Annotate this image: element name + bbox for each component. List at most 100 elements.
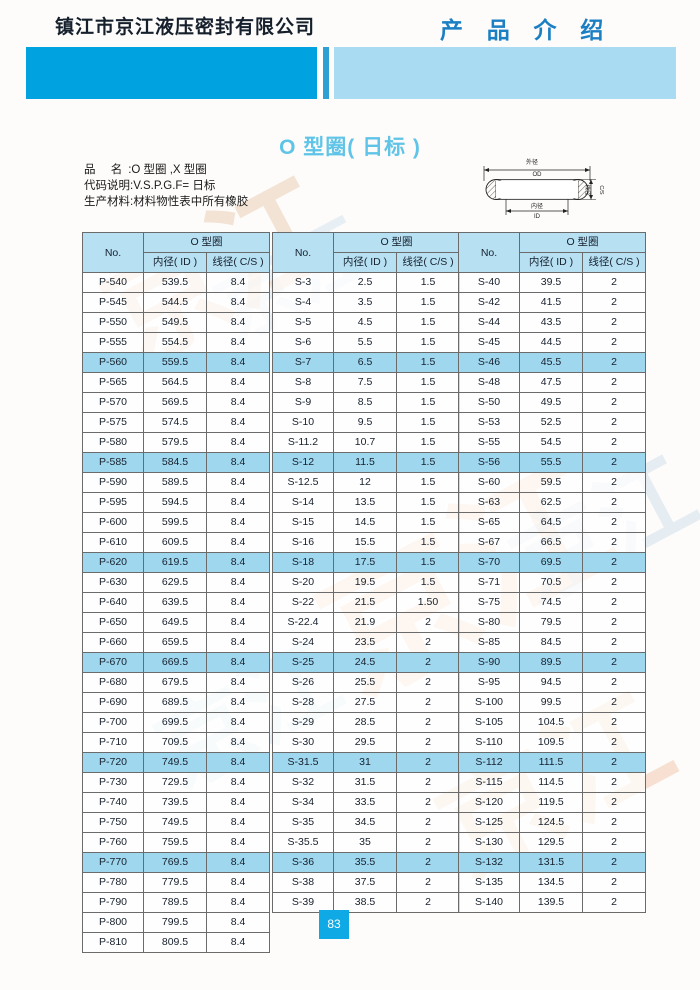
cell-cs: 8.4 [206,812,270,833]
cell-no: P-740 [82,792,144,813]
cell-id: 589.5 [143,472,207,493]
cell-no: P-810 [82,932,144,953]
cell-id: 609.5 [143,532,207,553]
cell-id: 31.5 [333,772,397,793]
table-row: S-10 9.5 1.5 [272,412,460,433]
table-head: No. O 型圈 内径( ID ) 线径( C/S ) [458,232,646,273]
cell-no: S-132 [458,852,520,873]
spec-row: 品 名:O 型圈 ,X 型圈 [84,162,248,178]
col-header-id: 内径( ID ) [519,252,583,273]
table-row: S-11.2 10.7 1.5 [272,432,460,453]
table-row: P-760 759.5 8.4 [82,832,270,853]
cell-cs: 2 [396,892,460,913]
cell-cs: 8.4 [206,912,270,933]
cell-id: 669.5 [143,652,207,673]
cell-id: 119.5 [519,792,583,813]
cell-no: P-600 [82,512,144,533]
cell-no: S-53 [458,412,520,433]
diagram-id-cn-label: 内径 [531,202,543,210]
table-row: P-620 619.5 8.4 [82,552,270,573]
cell-no: S-22.4 [272,612,334,633]
table-row: P-600 599.5 8.4 [82,512,270,533]
cell-no: S-115 [458,772,520,793]
table-row: S-9 8.5 1.5 [272,392,460,413]
cell-cs: 2 [396,692,460,713]
cell-id: 35.5 [333,852,397,873]
table-row: S-135 134.5 2 [458,872,646,893]
cell-id: 9.5 [333,412,397,433]
cell-id: 104.5 [519,712,583,733]
cell-id: 27.5 [333,692,397,713]
cell-cs: 8.4 [206,712,270,733]
table-row: S-14 13.5 1.5 [272,492,460,513]
cell-cs: 8.4 [206,732,270,753]
table-row: S-36 35.5 2 [272,852,460,873]
cell-cs: 2 [582,272,646,293]
cell-id: 4.5 [333,312,397,333]
cell-id: 14.5 [333,512,397,533]
cell-cs: 1.5 [396,332,460,353]
cell-cs: 1.5 [396,312,460,333]
cell-no: P-555 [82,332,144,353]
cell-no: S-50 [458,392,520,413]
cell-cs: 2 [582,752,646,773]
cell-no: S-110 [458,732,520,753]
table-row: P-670 669.5 8.4 [82,652,270,673]
cell-cs: 8.4 [206,692,270,713]
cell-no: S-10 [272,412,334,433]
table-row: S-38 37.5 2 [272,872,460,893]
cell-cs: 2 [396,872,460,893]
cell-no: P-585 [82,452,144,473]
cell-cs: 1.5 [396,552,460,573]
table-row: S-35 34.5 2 [272,812,460,833]
cell-cs: 1.5 [396,372,460,393]
cell-cs: 8.4 [206,432,270,453]
cell-id: 55.5 [519,452,583,473]
table-row: S-16 15.5 1.5 [272,532,460,553]
cell-cs: 8.4 [206,332,270,353]
oring-diagram-svg: 外径 OD 线径 C/S 内径 ID [483,158,604,220]
cell-id: 11.5 [333,452,397,473]
cell-no: S-125 [458,812,520,833]
table-row: S-110 109.5 2 [458,732,646,753]
cell-id: 31 [333,752,397,773]
cell-cs: 2 [582,432,646,453]
table-row: S-105 104.5 2 [458,712,646,733]
table-row: P-800 799.5 8.4 [82,912,270,933]
col-header-id: 内径( ID ) [143,252,207,273]
cell-cs: 8.4 [206,632,270,653]
table-row: S-56 55.5 2 [458,452,646,473]
table-row: P-810 809.5 8.4 [82,932,270,953]
cell-id: 29.5 [333,732,397,753]
cell-cs: 2 [396,732,460,753]
cell-no: P-770 [82,852,144,873]
cell-no: P-660 [82,632,144,653]
table-head-row-1: No. O 型圈 [272,232,460,273]
table-row: S-48 47.5 2 [458,372,646,393]
cell-id: 689.5 [143,692,207,713]
cell-no: P-780 [82,872,144,893]
cell-cs: 2 [582,832,646,853]
cell-id: 554.5 [143,332,207,353]
cell-no: S-55 [458,432,520,453]
cell-no: S-9 [272,392,334,413]
col-header-cs: 线径( C/S ) [206,252,270,273]
cell-id: 25.5 [333,672,397,693]
table-row: P-730 729.5 8.4 [82,772,270,793]
cell-cs: 2 [582,792,646,813]
table-row: P-720 749.5 8.4 [82,752,270,773]
cell-cs: 2 [396,792,460,813]
table-row: S-90 89.5 2 [458,652,646,673]
cell-cs: 8.4 [206,312,270,333]
table-row: P-640 639.5 8.4 [82,592,270,613]
cell-no: S-85 [458,632,520,653]
col-header-no: No. [82,232,144,273]
cell-no: S-39 [272,892,334,913]
cell-no: S-65 [458,512,520,533]
cell-id: 79.5 [519,612,583,633]
cell-no: P-590 [82,472,144,493]
cell-id: 62.5 [519,492,583,513]
cell-no: S-14 [272,492,334,513]
cell-cs: 2 [582,412,646,433]
cell-id: 739.5 [143,792,207,813]
